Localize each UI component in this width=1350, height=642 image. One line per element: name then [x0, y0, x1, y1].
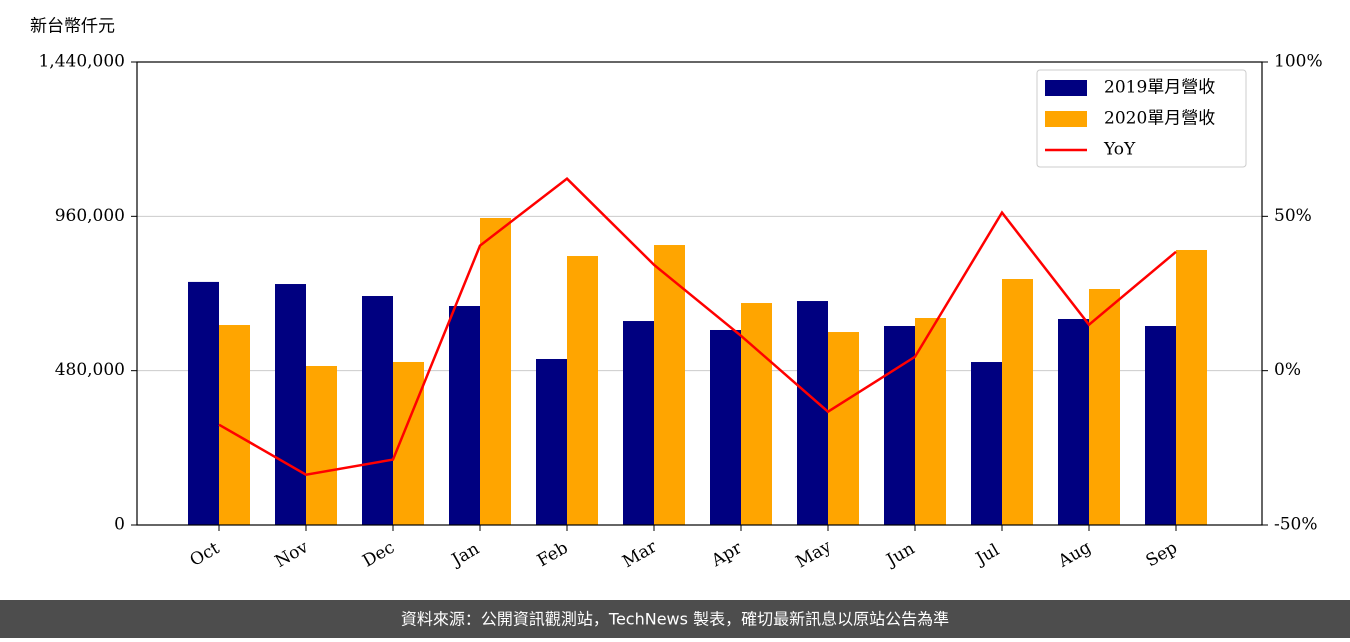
bar — [275, 284, 306, 525]
bar — [1002, 278, 1033, 525]
bar — [449, 306, 480, 525]
legend-label: 2020單月營收 — [1104, 109, 1215, 129]
legend-swatch — [1045, 111, 1087, 127]
x-tick-label: Nov — [272, 537, 312, 572]
plot-frame — [136, 61, 1263, 526]
y-tick-label: 480,000 — [55, 360, 125, 380]
bar — [480, 218, 511, 525]
y2-tick-label: 100% — [1274, 52, 1323, 72]
bar — [797, 301, 828, 525]
y-unit-label: 新台幣仟元 — [30, 17, 115, 37]
bar — [1176, 249, 1207, 525]
y-tick-label: 960,000 — [55, 206, 125, 226]
bar — [536, 358, 567, 525]
y-tick-label: 0 — [114, 515, 125, 535]
x-tick-label: May — [793, 536, 836, 572]
legend-swatch — [1045, 80, 1087, 96]
x-tick-label: Sep — [1143, 538, 1181, 572]
x-tick-label: Oct — [187, 538, 223, 571]
y2-tick-label: 50% — [1274, 206, 1312, 226]
bar — [219, 325, 250, 525]
bar — [362, 296, 393, 525]
y2-tick-label: -50% — [1274, 515, 1318, 535]
bar — [884, 326, 915, 525]
yoy-line — [218, 177, 1177, 476]
bar — [915, 318, 946, 525]
bar — [1058, 318, 1089, 525]
bar — [741, 303, 772, 525]
bar — [188, 281, 219, 525]
bar — [1145, 326, 1176, 525]
bar — [306, 366, 337, 525]
bar — [971, 362, 1002, 525]
source-note: 資料來源：公開資訊觀測站，TechNews 製表，確切最新訊息以原站公告為準 — [401, 610, 949, 629]
x-tick-label: Jan — [447, 539, 483, 571]
legend-box — [1036, 69, 1247, 168]
x-tick-label: Aug — [1054, 537, 1095, 572]
x-tick-label: Jul — [971, 540, 1003, 570]
x-tick-label: Jun — [882, 539, 919, 572]
y-tick-label: 1,440,000 — [38, 52, 125, 72]
bar — [710, 329, 741, 525]
x-tick-label: Mar — [619, 537, 661, 573]
bar — [567, 256, 598, 525]
x-tick-label: Apr — [707, 538, 746, 572]
bar — [828, 332, 859, 525]
bar — [393, 361, 424, 525]
x-tick-label: Dec — [359, 538, 398, 572]
x-tick-label: Feb — [534, 538, 572, 571]
footer-bar — [0, 600, 1350, 638]
bar — [623, 321, 654, 525]
legend-label: 2019單月營收 — [1104, 78, 1215, 98]
legend: 2019單月營收 2020單月營收 YoY — [1036, 69, 1247, 168]
bar — [1089, 288, 1120, 525]
legend-label: YoY — [1103, 140, 1136, 160]
bar — [654, 245, 685, 525]
y2-tick-label: 0% — [1274, 360, 1301, 380]
